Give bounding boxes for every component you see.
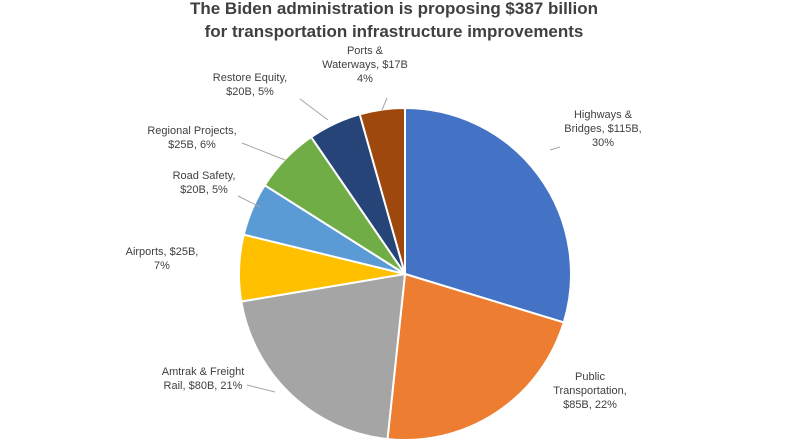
chart-title-line-2: for transportation infrastructure improv… — [205, 22, 584, 41]
data-label-airports: Airports, $25B, 7% — [126, 246, 199, 272]
chart-title: The Biden administration is proposing $3… — [190, 0, 598, 41]
data-label-ports-waterways: Ports & Waterways, $17B 4% — [322, 45, 408, 85]
data-label-regional-projects: Regional Projects, $25B, 6% — [147, 125, 236, 151]
data-label-road-safety: Road Safety, $20B, 5% — [173, 170, 236, 196]
data-label-line: Waterways, $17B — [322, 59, 408, 71]
data-label-line: $25B, 6% — [168, 139, 216, 151]
leader-line-regional-projects — [241, 142, 286, 161]
data-label-line: Road Safety, — [173, 170, 236, 182]
leader-line-ports-waterways — [381, 97, 388, 111]
data-label-line: 4% — [357, 73, 373, 85]
data-label-highways-bridges: Highways & Bridges, $115B, 30% — [564, 109, 641, 149]
data-label-line: Restore Equity, — [213, 72, 287, 84]
data-label-amtrak-freight-rail: Amtrak & Freight Rail, $80B, 21% — [162, 366, 245, 392]
data-label-line: $85B, 22% — [563, 399, 617, 411]
chart-title-line-1: The Biden administration is proposing $3… — [190, 0, 598, 18]
data-labels: Highways & Bridges, $115B, 30% Public Transp… — [126, 45, 642, 411]
data-label-line: 30% — [592, 137, 614, 149]
data-label-line: 7% — [154, 260, 170, 272]
leader-line-road-safety — [237, 195, 261, 208]
data-label-line: $20B, 5% — [180, 184, 228, 196]
data-label-line: Public — [575, 371, 605, 383]
leader-line-amtrak-freight-rail — [246, 384, 276, 393]
data-label-line: Airports, $25B, — [126, 246, 199, 258]
data-label-line: Highways & — [574, 109, 633, 121]
slice-highways-bridges — [404, 106, 572, 324]
leader-line-highways-bridges — [549, 146, 561, 151]
pie-slices — [238, 106, 572, 441]
data-label-line: $20B, 5% — [226, 86, 274, 98]
data-label-line: Rail, $80B, 21% — [164, 380, 243, 392]
slice-public-transportation — [386, 272, 566, 441]
leader-line-restore-equity — [299, 98, 329, 121]
data-label-line: Bridges, $115B, — [564, 123, 641, 135]
data-label-restore-equity: Restore Equity, $20B, 5% — [213, 72, 287, 98]
data-label-line: Amtrak & Freight — [162, 366, 245, 378]
leader-lines — [237, 97, 561, 393]
data-label-line: Transportation, — [553, 385, 627, 397]
data-label-line: Ports & — [347, 45, 384, 57]
slice-amtrak-freight-rail — [240, 272, 407, 441]
data-label-public-transportation: Public Transportation, $85B, 22% — [553, 371, 627, 411]
data-label-line: Regional Projects, — [147, 125, 236, 137]
